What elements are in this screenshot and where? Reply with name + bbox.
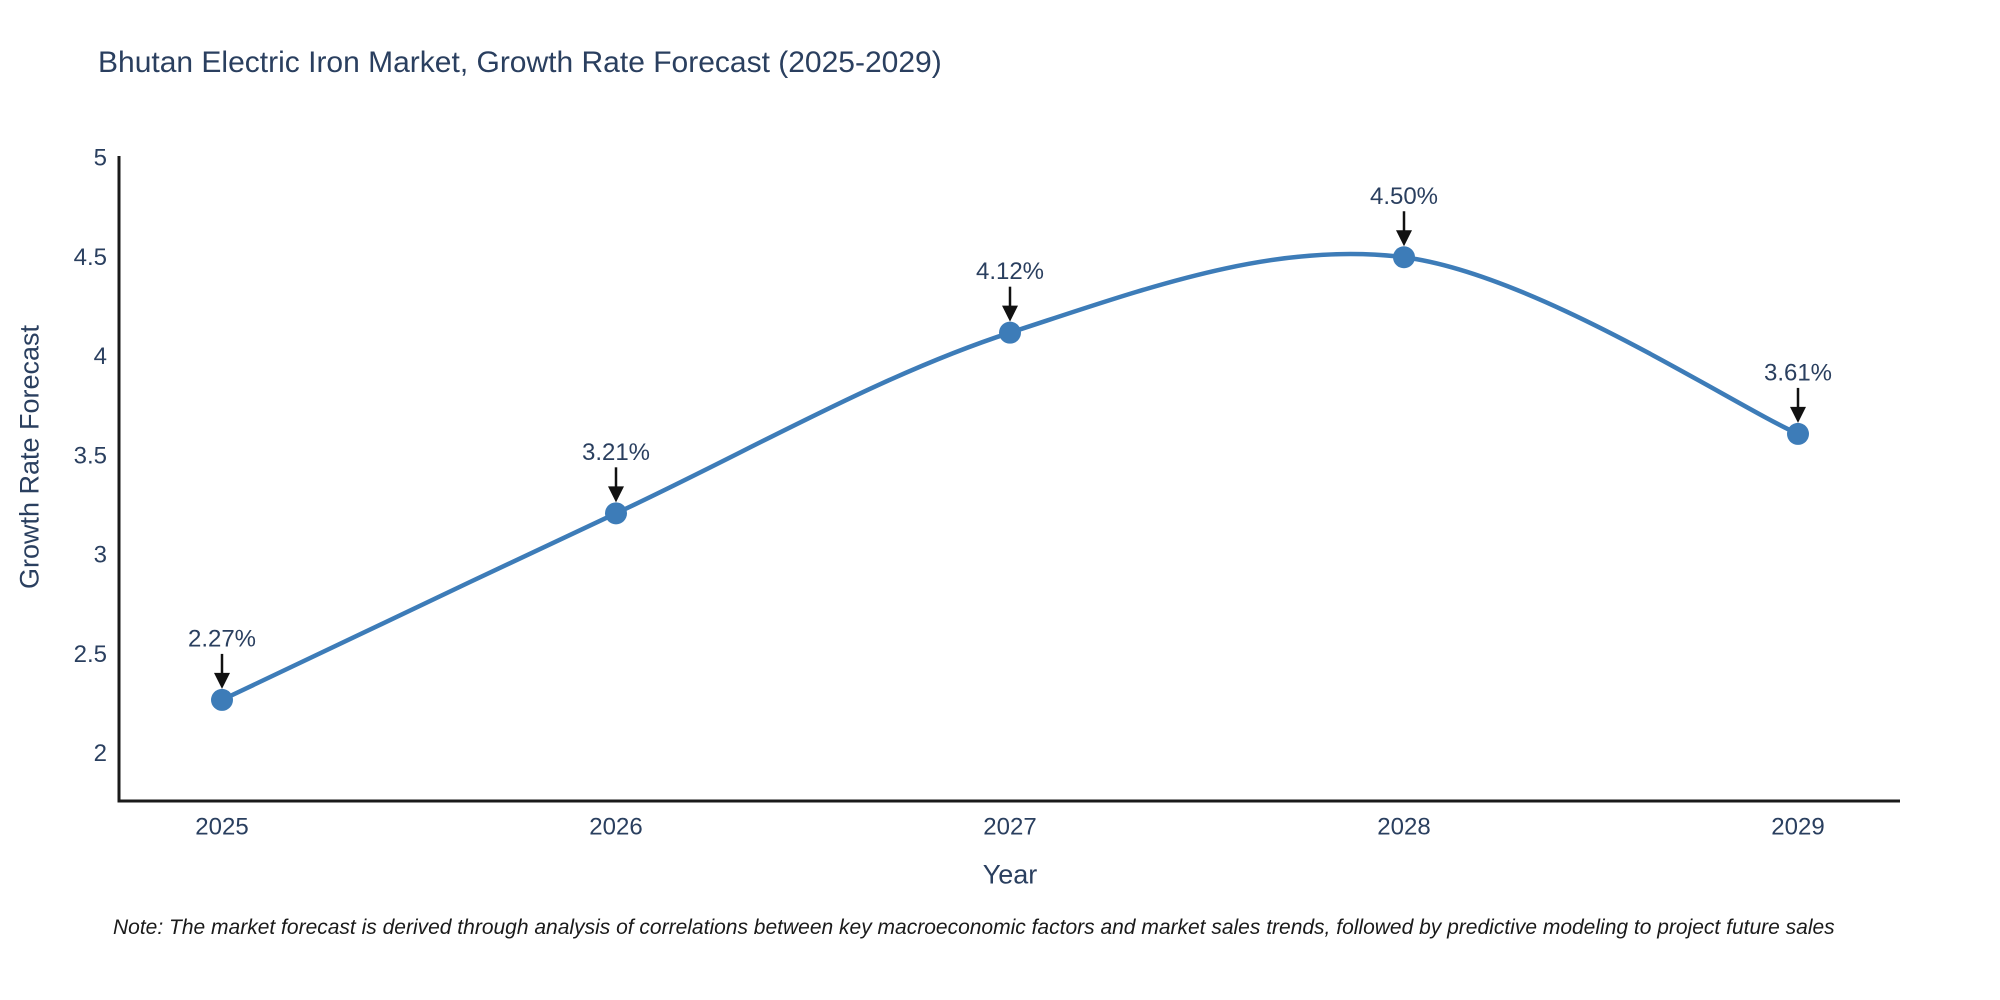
annotation-arrowhead (214, 672, 230, 689)
y-tick-label: 4.5 (74, 244, 107, 271)
annotation-arrowhead (1790, 406, 1806, 423)
y-tick-label: 2 (94, 740, 107, 767)
x-tick-label: 2028 (1377, 814, 1430, 841)
data-point (1787, 422, 1809, 445)
x-tick-label: 2029 (1771, 814, 1824, 841)
y-tick-label: 3 (94, 542, 107, 569)
y-tick-label: 4 (94, 343, 107, 370)
x-tick-label: 2026 (589, 814, 642, 841)
annotation-arrowhead (1396, 230, 1412, 247)
y-tick-label: 2.5 (74, 641, 107, 668)
point-annotation: 2.27% (188, 625, 256, 652)
data-point (1393, 246, 1415, 269)
footnote: Note: The market forecast is derived thr… (113, 916, 1835, 939)
y-axis-title: Growth Rate Forecast (14, 324, 45, 590)
data-point (211, 688, 233, 711)
data-point (999, 321, 1021, 344)
y-tick-label: 3.5 (74, 442, 107, 469)
point-annotation: 4.12% (976, 258, 1044, 285)
data-point (605, 502, 627, 525)
annotation-arrowhead (608, 486, 624, 503)
point-annotation: 4.50% (1370, 183, 1438, 210)
x-tick-label: 2027 (983, 814, 1036, 841)
x-tick-label: 2025 (195, 814, 248, 841)
point-annotation: 3.61% (1764, 359, 1832, 386)
y-tick-label: 5 (94, 145, 107, 172)
annotation-arrowhead (1002, 305, 1018, 322)
point-annotation: 3.21% (582, 439, 650, 466)
x-axis-title: Year (982, 859, 1038, 890)
chart-title: Bhutan Electric Iron Market, Growth Rate… (98, 46, 942, 79)
